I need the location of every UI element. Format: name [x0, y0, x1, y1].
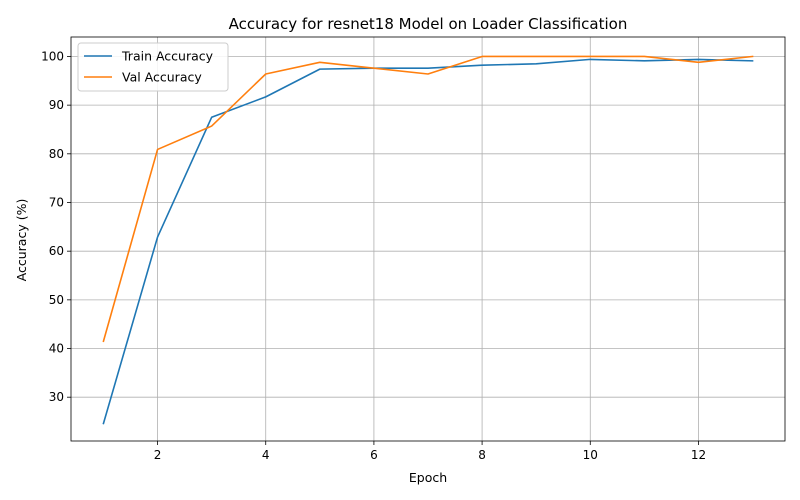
- y-tick-label: 30: [49, 390, 64, 404]
- y-tick-label: 100: [41, 49, 64, 63]
- series-line-val-accuracy: [102, 55, 754, 343]
- y-tick-label: 60: [49, 244, 64, 258]
- x-tick-label: 10: [583, 448, 598, 462]
- y-tick-label: 80: [49, 147, 64, 161]
- y-axis: 30 40 50 60 70 80 90 100: [41, 49, 71, 404]
- chart-title: Accuracy for resnet18 Model on Loader Cl…: [229, 15, 628, 33]
- y-axis-label: Accuracy (%): [14, 199, 29, 282]
- series-lines: [102, 55, 754, 425]
- legend-label: Train Accuracy: [121, 49, 214, 64]
- y-tick-label: 40: [49, 342, 64, 356]
- plot-frame: [70, 36, 786, 442]
- x-tick-label: 6: [370, 448, 378, 462]
- legend-label: Val Accuracy: [122, 70, 202, 85]
- x-tick-label: 2: [154, 448, 162, 462]
- x-tick-label: 12: [691, 448, 706, 462]
- x-axis-label: Epoch: [409, 470, 447, 485]
- y-tick-label: 50: [49, 293, 64, 307]
- x-tick-label: 8: [478, 448, 486, 462]
- x-tick-label: 4: [262, 448, 270, 462]
- legend-box: [77, 42, 229, 92]
- series-line-train-accuracy: [102, 58, 754, 425]
- x-axis: 2 4 6 8 10 12: [154, 441, 706, 462]
- grid: [71, 37, 785, 441]
- y-tick-label: 90: [49, 98, 64, 112]
- legend: Train Accuracy Val Accuracy: [77, 42, 229, 92]
- y-tick-label: 70: [49, 195, 64, 209]
